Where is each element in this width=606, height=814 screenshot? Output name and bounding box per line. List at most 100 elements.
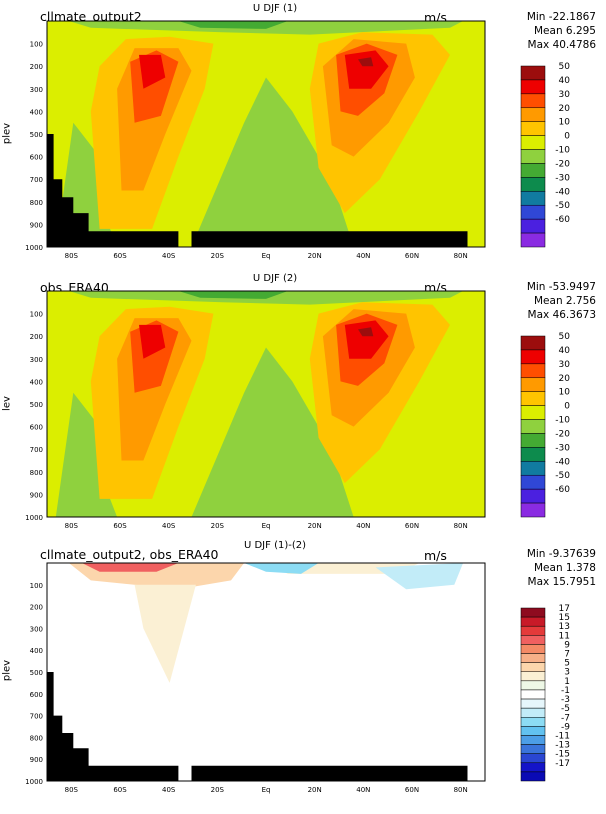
- colorbar-label: 30: [559, 90, 571, 100]
- contour-band-easterly: [191, 77, 354, 247]
- contour-band-positive-11: [82, 563, 179, 572]
- x-tick-label: 20N: [308, 786, 322, 794]
- contour-band-40-nh: [344, 320, 389, 359]
- colorbar-swatch: [520, 717, 546, 727]
- y-tick-label: 400: [30, 647, 43, 655]
- colorbar-label: -50: [555, 471, 570, 481]
- y-tick-label: 1000: [25, 244, 43, 252]
- y-tick-label: 400: [30, 108, 43, 116]
- colorbar-swatch: [520, 433, 546, 448]
- x-tick-label: 60S: [113, 252, 127, 260]
- x-tick-label: 80S: [65, 786, 79, 794]
- units-label: m/s: [424, 548, 447, 563]
- colorbar-swatch: [520, 79, 546, 95]
- colorbar-label: 15: [559, 613, 570, 623]
- y-tick-label: 1000: [25, 514, 43, 522]
- colorbar-label: 20: [559, 104, 571, 114]
- case-label: cllmate_output2: [40, 9, 142, 24]
- colorbar-label: -40: [555, 187, 570, 197]
- x-tick-label: 20S: [211, 252, 225, 260]
- colorbar-label: -10: [555, 146, 570, 156]
- colorbar-swatch: [520, 616, 546, 627]
- terrain-mask-sh: [47, 134, 179, 247]
- colorbar-label: 5: [564, 659, 570, 669]
- colorbar-label: -5: [561, 704, 570, 714]
- contour-band-40-sh: [139, 324, 166, 359]
- y-tick-label: 800: [30, 734, 43, 742]
- y-tick-label: 800: [30, 469, 43, 477]
- y-tick-label: 500: [30, 669, 43, 677]
- x-tick-label: 80N: [454, 252, 468, 260]
- colorbar-swatch: [520, 349, 546, 365]
- colorbar-swatch: [520, 177, 546, 192]
- y-tick-label: 500: [30, 131, 43, 139]
- colorbar-label: 1: [564, 677, 570, 687]
- colorbar-label: -3: [561, 695, 570, 705]
- contour-field: [47, 563, 485, 781]
- x-tick-label: 40S: [162, 252, 176, 260]
- x-tick-label: 40N: [356, 522, 370, 530]
- stat-max: Max 40.4786: [527, 39, 596, 51]
- colorbar-label: -20: [555, 159, 570, 169]
- colorbar-swatch: [520, 419, 546, 434]
- y-tick-label: 200: [30, 333, 43, 341]
- colorbar-label: -30: [555, 173, 570, 183]
- colorbar-swatch: [520, 65, 546, 81]
- colorbar-label: -30: [555, 443, 570, 453]
- colorbar-label: 10: [559, 118, 571, 128]
- colorbar-swatch: [520, 204, 546, 220]
- panel-3: cllmate_output2, obs_ERA40 U DJF (1)-(2)…: [0, 540, 606, 814]
- colorbar-swatch: [520, 93, 546, 109]
- x-tick-label: 40N: [356, 252, 370, 260]
- contour-band-40-sh: [139, 54, 166, 89]
- colorbar-label: -60: [555, 485, 570, 495]
- colorbar-swatch: [520, 502, 546, 518]
- stat-max: Max 46.3673: [527, 309, 596, 321]
- colorbar-swatch: [520, 391, 546, 406]
- y-tick-label: 900: [30, 756, 43, 764]
- plot-frame: [46, 20, 486, 248]
- colorbar-swatch: [520, 644, 546, 654]
- contour-band-negative-core: [178, 21, 288, 29]
- colorbar-swatch: [520, 363, 546, 379]
- plot-frame: [46, 290, 486, 518]
- x-tick-label: 20N: [308, 522, 322, 530]
- colorbar-swatch: [520, 607, 546, 618]
- colorbar-swatch: [520, 377, 546, 392]
- y-tick-label: 800: [30, 199, 43, 207]
- x-tick-label: 40S: [162, 522, 176, 530]
- colorbar-label: -15: [555, 750, 570, 760]
- contour-band-negative-5: [375, 563, 464, 590]
- contour-band-50-nh: [358, 327, 374, 337]
- stat-mean: Mean 6.295: [533, 25, 596, 37]
- colorbar-swatch: [520, 191, 546, 206]
- colorbar-label: 50: [559, 62, 571, 72]
- y-tick-label: 300: [30, 356, 43, 364]
- x-tick-label: 60S: [113, 522, 127, 530]
- contour-band-negative-7: [244, 563, 319, 574]
- colorbar-swatch: [520, 698, 546, 709]
- contour-band-positive-3-sh: [134, 584, 196, 683]
- colorbar-label: 7: [564, 650, 570, 660]
- plot-background: [47, 563, 485, 781]
- colorbar-swatch: [520, 135, 546, 150]
- stat-mean: Mean 1.378: [533, 562, 596, 574]
- colorbar-swatch: [520, 653, 546, 663]
- colorbar-label: 40: [559, 76, 571, 86]
- x-tick-label: 80S: [65, 522, 79, 530]
- x-tick-label: 20N: [308, 252, 322, 260]
- colorbar-swatch: [520, 744, 546, 754]
- colorbar-label: 13: [559, 622, 570, 632]
- colorbar-swatch: [520, 671, 546, 682]
- colorbar-label: 40: [559, 346, 571, 356]
- x-tick-label: 80N: [454, 522, 468, 530]
- stat-min: Min -22.1867: [526, 11, 596, 23]
- colorbar-label: -40: [555, 457, 570, 467]
- x-tick-label: Eq: [262, 252, 271, 260]
- colorbar-swatch: [520, 405, 546, 420]
- colorbar-swatch: [520, 107, 546, 122]
- y-tick-label: 1000: [25, 778, 43, 786]
- stat-min: Min -9.37639: [526, 548, 596, 560]
